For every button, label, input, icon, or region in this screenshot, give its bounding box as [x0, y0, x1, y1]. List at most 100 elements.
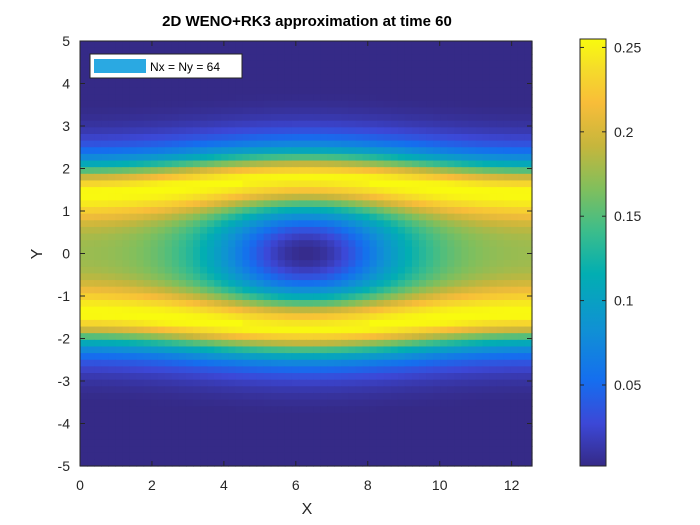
heatmap-cell	[376, 187, 385, 195]
heatmap-cell	[496, 379, 505, 387]
heatmap-cell	[270, 273, 279, 281]
heatmap-cell	[200, 173, 208, 182]
heatmap-cell	[122, 399, 131, 407]
heatmap-cell	[454, 127, 462, 135]
heatmap-cell	[390, 187, 399, 195]
heatmap-cell	[475, 140, 484, 148]
heatmap-cell	[313, 452, 321, 460]
heatmap-cell	[524, 180, 533, 188]
heatmap-cell	[263, 459, 272, 467]
heatmap-cell	[433, 280, 441, 288]
heatmap-cell	[270, 280, 279, 288]
heatmap-cell	[341, 406, 349, 414]
heatmap-cell	[489, 226, 498, 235]
heatmap-cell	[313, 313, 321, 321]
heatmap-cell	[143, 246, 152, 255]
heatmap-cell	[101, 160, 109, 168]
heatmap-cell	[277, 94, 286, 102]
heatmap-cell	[94, 339, 102, 348]
heatmap-cell	[503, 187, 512, 195]
heatmap-cell	[404, 399, 413, 407]
heatmap-cell	[164, 366, 173, 374]
heatmap-cell	[263, 373, 272, 381]
heatmap-cell	[80, 60, 88, 69]
heatmap-cell	[341, 366, 349, 374]
heatmap-cell	[263, 140, 272, 148]
heatmap-cell	[207, 359, 215, 367]
heatmap-cell	[426, 459, 434, 467]
heatmap-cell	[341, 326, 349, 334]
heatmap-cell	[263, 359, 272, 367]
heatmap-cell	[517, 246, 526, 255]
heatmap-cell	[178, 200, 187, 208]
heatmap-cell	[419, 200, 427, 208]
heatmap-cell	[185, 366, 194, 374]
heatmap-cell	[115, 213, 123, 221]
heatmap-cell	[461, 167, 470, 175]
heatmap-cell	[447, 100, 455, 109]
heatmap-cell	[419, 339, 427, 348]
heatmap-cell	[419, 419, 427, 427]
heatmap-cell	[256, 41, 265, 49]
heatmap-cell	[256, 446, 265, 454]
heatmap-cell	[284, 240, 293, 248]
heatmap-cell	[115, 392, 123, 401]
heatmap-cell	[200, 432, 208, 441]
heatmap-cell	[348, 173, 357, 182]
heatmap-cell	[284, 120, 293, 128]
heatmap-cell	[313, 392, 321, 401]
heatmap-cell	[178, 313, 187, 321]
heatmap-cell	[249, 226, 258, 235]
heatmap-cell	[185, 147, 194, 155]
heatmap-cell	[376, 54, 385, 62]
heatmap-cell	[256, 213, 265, 221]
heatmap-cell	[122, 213, 131, 221]
heatmap-cell	[496, 213, 505, 221]
heatmap-cell	[461, 213, 470, 221]
heatmap-cell	[150, 207, 159, 215]
heatmap-cell	[306, 446, 314, 454]
heatmap-cell	[503, 273, 512, 281]
heatmap-cell	[355, 260, 364, 268]
heatmap-cell	[433, 432, 441, 441]
heatmap-cell	[94, 240, 102, 248]
heatmap-cell	[510, 406, 519, 414]
heatmap-cell	[277, 306, 286, 314]
heatmap-cell	[376, 293, 385, 301]
heatmap-cell	[503, 213, 512, 221]
heatmap-cell	[327, 439, 335, 447]
heatmap-cell	[207, 260, 215, 268]
heatmap-cell	[334, 213, 342, 221]
heatmap-cell	[341, 306, 349, 314]
heatmap-cell	[390, 47, 399, 55]
heatmap-cell	[320, 120, 328, 128]
heatmap-cell	[242, 392, 251, 401]
heatmap-cell	[383, 273, 392, 281]
heatmap-cell	[334, 426, 342, 434]
heatmap-cell	[136, 246, 145, 255]
heatmap-cell	[475, 386, 484, 394]
heatmap-cell	[320, 273, 328, 281]
heatmap-cell	[136, 207, 145, 215]
heatmap-cell	[517, 406, 526, 414]
heatmap-cell	[178, 293, 187, 301]
heatmap-cell	[94, 80, 102, 89]
heatmap-cell	[397, 180, 406, 188]
heatmap-cell	[327, 373, 335, 381]
heatmap-cell	[468, 213, 477, 221]
heatmap-cell	[524, 286, 533, 294]
heatmap-cell	[129, 326, 138, 334]
heatmap-cell	[426, 426, 434, 434]
heatmap-cell	[200, 386, 208, 394]
heatmap-cell	[440, 80, 448, 89]
heatmap-cell	[284, 54, 293, 62]
heatmap-cell	[270, 207, 279, 215]
heatmap-cell	[291, 373, 300, 381]
heatmap-cell	[355, 412, 364, 421]
heatmap-cell	[503, 333, 512, 341]
heatmap-cell	[503, 339, 512, 348]
heatmap-cell	[320, 253, 328, 261]
heatmap-cell	[129, 260, 138, 268]
heatmap-cell	[341, 346, 349, 354]
heatmap-cell	[164, 114, 173, 122]
